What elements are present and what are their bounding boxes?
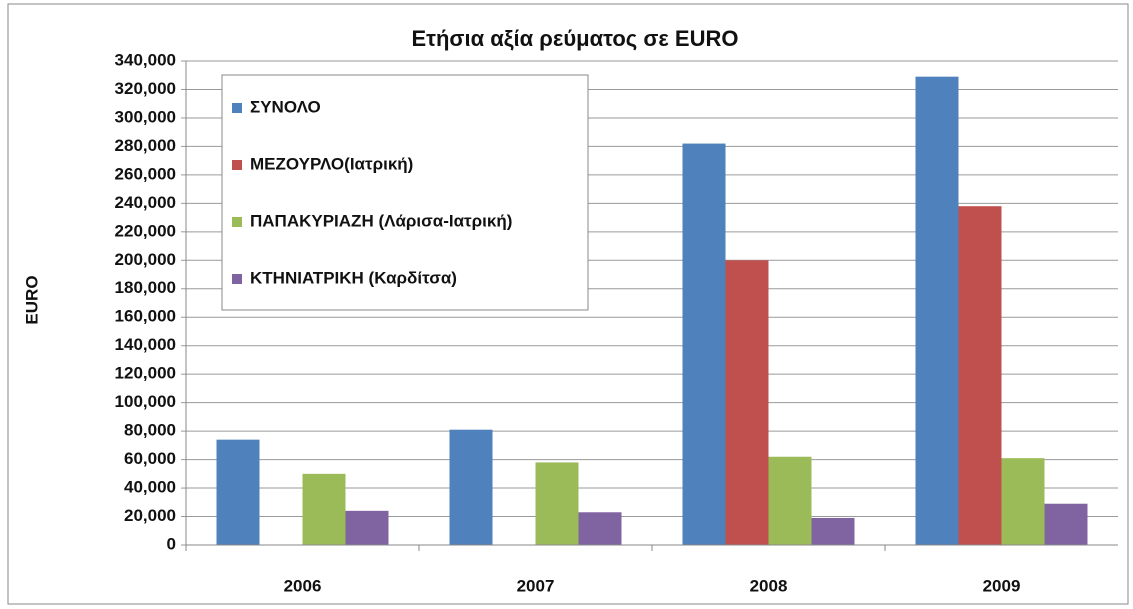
y-tick-label: 0 <box>167 534 176 553</box>
bar <box>216 439 260 545</box>
legend-swatch <box>232 160 242 170</box>
y-tick-label: 200,000 <box>115 250 176 269</box>
bar <box>958 206 1002 545</box>
y-tick-label: 100,000 <box>115 392 176 411</box>
bar <box>915 76 959 546</box>
bar <box>811 517 855 545</box>
bar <box>302 473 346 545</box>
bar <box>449 429 493 545</box>
bar <box>1044 503 1088 545</box>
x-tick-label: 2007 <box>517 576 555 595</box>
legend-label: ΣΥΝΟΛΟ <box>250 97 321 116</box>
y-axis-label: EURO <box>22 275 41 324</box>
y-tick-label: 320,000 <box>115 79 176 98</box>
y-tick-label: 180,000 <box>115 278 176 297</box>
chart-title: Ετήσια αξία ρεύματος σε EURO <box>411 26 738 51</box>
legend-box <box>221 74 589 311</box>
legend: ΣΥΝΟΛΟ ΜΕΖΟΥΡΛΟ(Ιατρική) ΠΑΠΑΚΥΡΙΑΖΗ (Λάρι… <box>221 74 589 311</box>
y-tick-label: 340,000 <box>115 50 176 69</box>
y-tick-label: 240,000 <box>115 193 176 212</box>
x-tick-label: 2009 <box>983 576 1021 595</box>
bar <box>578 512 622 545</box>
bar <box>725 260 769 545</box>
y-tick-label: 60,000 <box>124 449 176 468</box>
x-tick-label: 2008 <box>750 576 788 595</box>
y-tick-label: 40,000 <box>124 478 176 497</box>
y-tick-label: 260,000 <box>115 164 176 183</box>
y-tick-label: 80,000 <box>124 421 176 440</box>
legend-label: ΜΕΖΟΥΡΛΟ(Ιατρική) <box>250 154 413 173</box>
legend-swatch <box>232 217 242 227</box>
legend-label: ΚΤΗΝΙΑΤΡΙΚΗ (Καρδίτσα) <box>250 268 457 287</box>
y-tick-label: 280,000 <box>115 136 176 155</box>
y-tick-label: 300,000 <box>115 107 176 126</box>
x-tick-label: 2006 <box>284 576 322 595</box>
bar <box>535 462 579 545</box>
legend-swatch <box>232 103 242 113</box>
bar <box>682 143 726 546</box>
legend-label: ΠΑΠΑΚΥΡΙΑΖΗ (Λάρισα-Ιατρική) <box>250 211 512 230</box>
y-tick-label: 220,000 <box>115 221 176 240</box>
y-tick-label: 20,000 <box>124 506 176 525</box>
y-tick-label: 120,000 <box>115 364 176 383</box>
bar <box>768 456 812 545</box>
legend-swatch <box>232 274 242 284</box>
y-tick-label: 160,000 <box>115 307 176 326</box>
y-tick-label: 140,000 <box>115 335 176 354</box>
bar <box>1001 458 1045 545</box>
bar <box>345 510 389 545</box>
